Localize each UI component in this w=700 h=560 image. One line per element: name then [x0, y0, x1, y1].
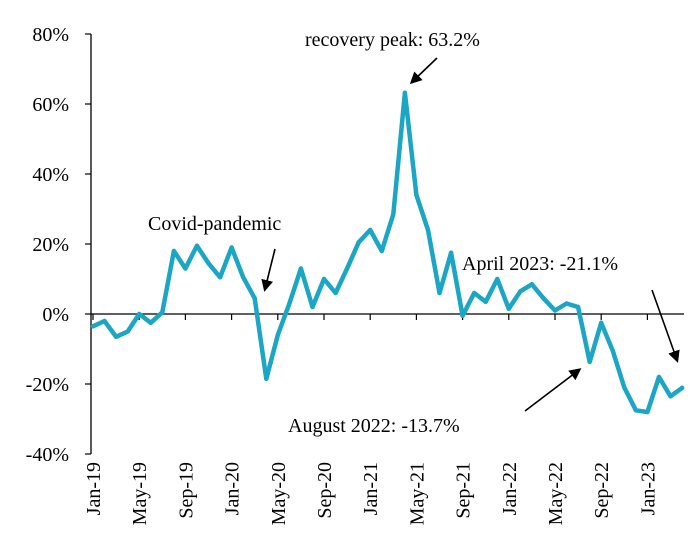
data-point — [633, 408, 639, 413]
x-tick-label: May-20 — [268, 462, 290, 525]
data-point — [529, 282, 535, 287]
data-point — [344, 266, 350, 271]
data-point — [645, 409, 650, 415]
data-point — [275, 332, 280, 338]
data-point — [414, 192, 419, 198]
data-point — [379, 248, 384, 254]
data-point — [333, 290, 338, 296]
data-point — [217, 275, 223, 280]
x-tick-label: Sep-20 — [314, 462, 336, 519]
data-point — [240, 275, 246, 280]
data-point — [402, 90, 408, 96]
data-point — [125, 329, 130, 334]
y-tick-label: -20% — [26, 374, 69, 396]
data-point — [171, 248, 177, 254]
data-point — [552, 308, 558, 313]
y-ticks: 80% 60% 40% 20% 0% -20% -40% — [26, 24, 91, 466]
annotation-august-2022: August 2022: -13.7% — [288, 415, 460, 437]
data-point — [206, 261, 211, 266]
data-point — [610, 348, 615, 353]
y-tick-label: 0% — [42, 304, 69, 326]
x-tick-label: Jan-21 — [360, 462, 382, 515]
data-point — [102, 318, 107, 324]
data-point — [564, 301, 569, 306]
arrow-april-2023 — [651, 289, 680, 363]
annotation-recovery-peak: recovery peak: 63.2% — [305, 29, 480, 51]
annotation-april-2023: April 2023: -21.1% — [462, 253, 618, 275]
data-point — [183, 266, 188, 271]
data-point — [229, 245, 234, 250]
data-point — [368, 227, 373, 233]
data-point — [113, 334, 119, 339]
x-tick-label: Sep-19 — [175, 462, 197, 519]
y-tick-label: 20% — [32, 234, 69, 256]
data-point — [668, 394, 673, 399]
data-point — [575, 304, 581, 310]
x-tick-label: Jan-22 — [499, 462, 521, 515]
series-layer — [90, 90, 685, 415]
data-point — [483, 299, 488, 304]
data-point — [656, 374, 662, 380]
data-point — [599, 320, 604, 325]
data-point — [160, 310, 165, 315]
data-point — [298, 266, 304, 271]
data-point — [541, 296, 546, 301]
data-point — [622, 385, 627, 390]
data-point — [321, 276, 327, 282]
y-tick-label: 80% — [32, 24, 69, 46]
data-point — [90, 324, 96, 329]
data-point — [252, 296, 257, 301]
data-point — [148, 320, 153, 325]
data-point — [679, 385, 685, 391]
data-point — [448, 250, 454, 255]
annotation-covid-pandemic: Covid-pandemic — [148, 213, 281, 235]
x-tick-label: Jan-20 — [222, 462, 244, 515]
x-tick-label: May-22 — [545, 462, 567, 525]
arrow-august-2022 — [524, 368, 582, 412]
data-point — [391, 212, 396, 217]
annotations: recovery peak: 63.2% Covid-pandemic Apri… — [148, 29, 680, 437]
data-point — [460, 313, 465, 318]
data-point — [437, 290, 442, 296]
data-point — [518, 289, 523, 294]
arrow-recovery-peak — [409, 57, 438, 85]
data-point — [194, 243, 200, 248]
data-point — [495, 276, 500, 282]
x-ticks: Jan-19 May-19 Sep-19 Jan-20 May-20 Sep-20 Jan-… — [83, 314, 659, 525]
data-point — [425, 227, 431, 233]
data-point — [587, 359, 592, 365]
y-tick-label: -40% — [26, 444, 69, 466]
data-point — [471, 290, 477, 296]
y-tick-label: 40% — [32, 164, 69, 186]
x-tick-label: Jan-19 — [83, 462, 105, 515]
x-tick-label: Sep-22 — [591, 462, 613, 519]
data-point — [356, 240, 361, 245]
x-tick-label: May-19 — [129, 462, 151, 525]
data-point — [506, 306, 511, 311]
data-point — [310, 304, 315, 310]
arrow-covid-pandemic — [261, 248, 276, 292]
axes — [90, 34, 684, 454]
x-tick-label: May-21 — [406, 462, 428, 525]
x-tick-label: Sep-21 — [453, 462, 475, 519]
data-point — [287, 301, 292, 306]
data-point — [264, 376, 269, 381]
data-point — [137, 311, 142, 317]
x-tick-label: Jan-23 — [637, 462, 659, 515]
y-tick-label: 60% — [32, 94, 69, 116]
series-line-0 — [90, 90, 685, 415]
